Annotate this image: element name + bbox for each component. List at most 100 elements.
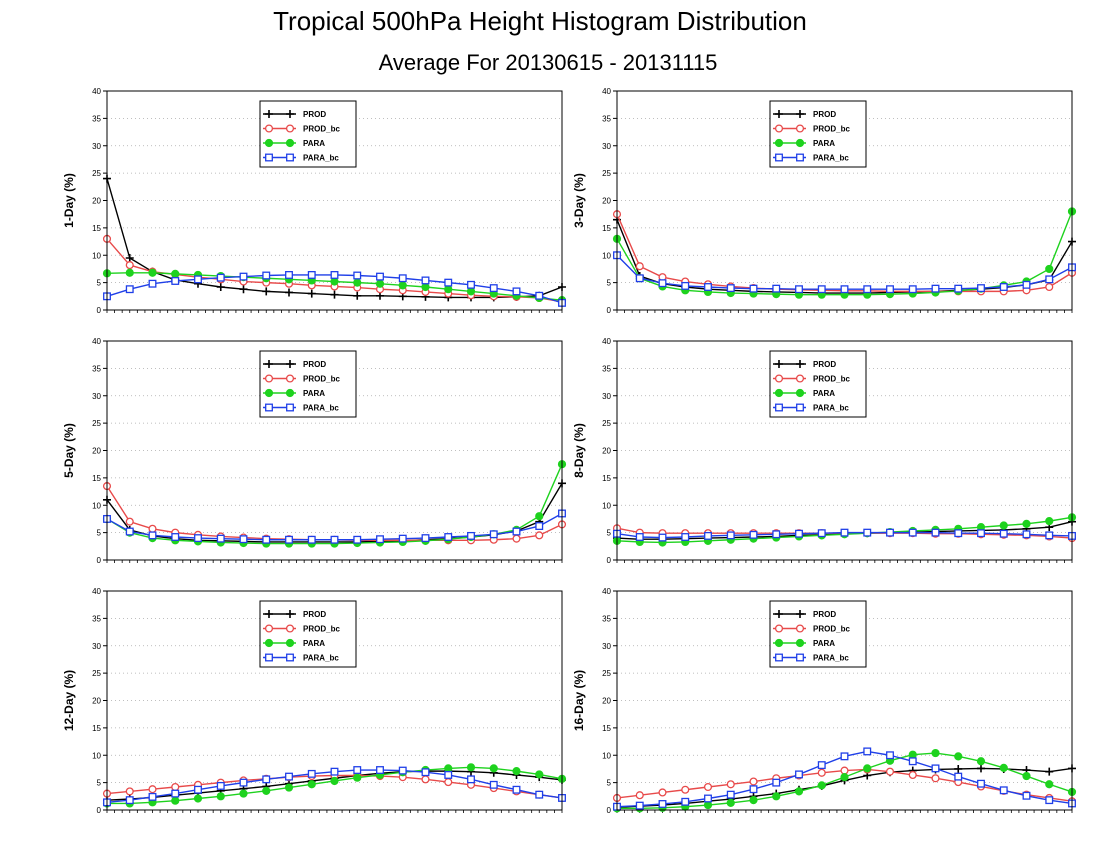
legend-marker [265, 110, 273, 118]
data-point [795, 285, 803, 294]
y-tick-label: 30 [92, 142, 101, 151]
data-point [125, 268, 134, 277]
data-point [658, 800, 667, 808]
data-point [635, 274, 644, 283]
data-point [1045, 282, 1054, 292]
legend-marker [774, 638, 784, 648]
data-point [171, 782, 180, 792]
y-tick-label: 35 [602, 114, 611, 123]
data-point [171, 277, 180, 285]
data-point [840, 528, 849, 537]
legend-label: PROD [813, 610, 836, 619]
legend-marker [775, 360, 783, 368]
data-point [886, 528, 894, 537]
data-point [1045, 264, 1054, 274]
data-point [954, 529, 963, 538]
y-tick-label: 20 [602, 197, 611, 206]
data-point [908, 757, 917, 766]
data-point [307, 769, 316, 778]
legend-marker [774, 374, 784, 383]
data-point [285, 772, 293, 781]
data-point [703, 800, 713, 810]
data-point [376, 766, 384, 774]
legend-marker [264, 388, 274, 398]
data-point [977, 284, 985, 293]
y-tick-label: 35 [92, 114, 101, 123]
data-point [216, 273, 225, 282]
data-point [999, 763, 1008, 772]
legend-marker [285, 374, 295, 383]
y-tick-label: 20 [602, 697, 611, 706]
y-tick-label: 0 [97, 306, 102, 315]
y-tick-label: 5 [97, 779, 102, 788]
data-point [353, 291, 362, 300]
data-point [194, 785, 202, 794]
legend-marker [286, 610, 294, 618]
data-point [726, 284, 735, 293]
data-point [704, 283, 712, 291]
y-tick-label: 30 [92, 642, 101, 651]
legend-marker [286, 653, 294, 662]
data-point [1045, 796, 1054, 805]
data-point [398, 534, 407, 543]
data-point [125, 253, 134, 262]
legend-marker [265, 610, 273, 618]
data-point [353, 278, 362, 287]
y-tick-label: 40 [602, 87, 611, 96]
y-axis-label: 1-Day (%) [62, 173, 76, 228]
data-point [840, 766, 849, 775]
legend-marker [265, 153, 273, 162]
data-point [1045, 767, 1054, 776]
legend: PROD PROD_bc PARA PARA_bc [769, 100, 867, 168]
data-point [1022, 519, 1031, 528]
y-tick-label: 35 [92, 614, 101, 623]
legend-label: PROD [303, 360, 326, 369]
plot-frame [616, 90, 1073, 311]
data-point [999, 521, 1008, 530]
y-axis-label: 3-Day (%) [572, 173, 586, 228]
y-tick-label: 15 [602, 724, 611, 733]
legend: PROD PROD_bc PARA PARA_bc [769, 350, 867, 418]
data-point [171, 796, 180, 805]
y-tick-label: 5 [607, 529, 612, 538]
y-tick-label: 5 [97, 529, 102, 538]
legend-label: PARA_bc [303, 154, 339, 163]
y-axis-label: 8-Day (%) [572, 423, 586, 478]
data-point [704, 794, 712, 803]
data-point [262, 271, 271, 280]
y-tick-label: 15 [602, 474, 611, 483]
data-point [977, 779, 985, 788]
y-axis-label: 16-Day (%) [572, 670, 586, 731]
y-tick-label: 40 [92, 87, 101, 96]
legend-label: PARA_bc [813, 154, 849, 163]
legend-marker [264, 624, 274, 633]
data-point [1022, 280, 1031, 289]
legend-marker [264, 374, 274, 383]
data-point [658, 788, 667, 797]
data-point [999, 283, 1008, 291]
data-point [444, 278, 453, 287]
y-tick-label: 35 [602, 614, 611, 623]
data-point [931, 774, 940, 783]
y-tick-label: 25 [602, 669, 611, 678]
legend-label: PARA [813, 139, 835, 148]
data-point [171, 533, 180, 541]
data-point [863, 764, 872, 773]
y-tick-label: 30 [602, 142, 611, 151]
data-point [863, 528, 872, 537]
legend-marker [285, 638, 295, 648]
data-point [171, 789, 180, 798]
legend-marker [775, 610, 783, 618]
legend-marker [795, 124, 805, 133]
data-point [125, 527, 134, 536]
data-point [148, 531, 157, 540]
legend-label: PARA [813, 639, 835, 648]
data-point [931, 528, 940, 537]
plot-frame [106, 340, 563, 561]
data-point [125, 261, 134, 270]
data-point [681, 281, 690, 290]
legend-marker [286, 360, 294, 368]
data-point [330, 767, 339, 776]
data-point [1045, 275, 1054, 284]
